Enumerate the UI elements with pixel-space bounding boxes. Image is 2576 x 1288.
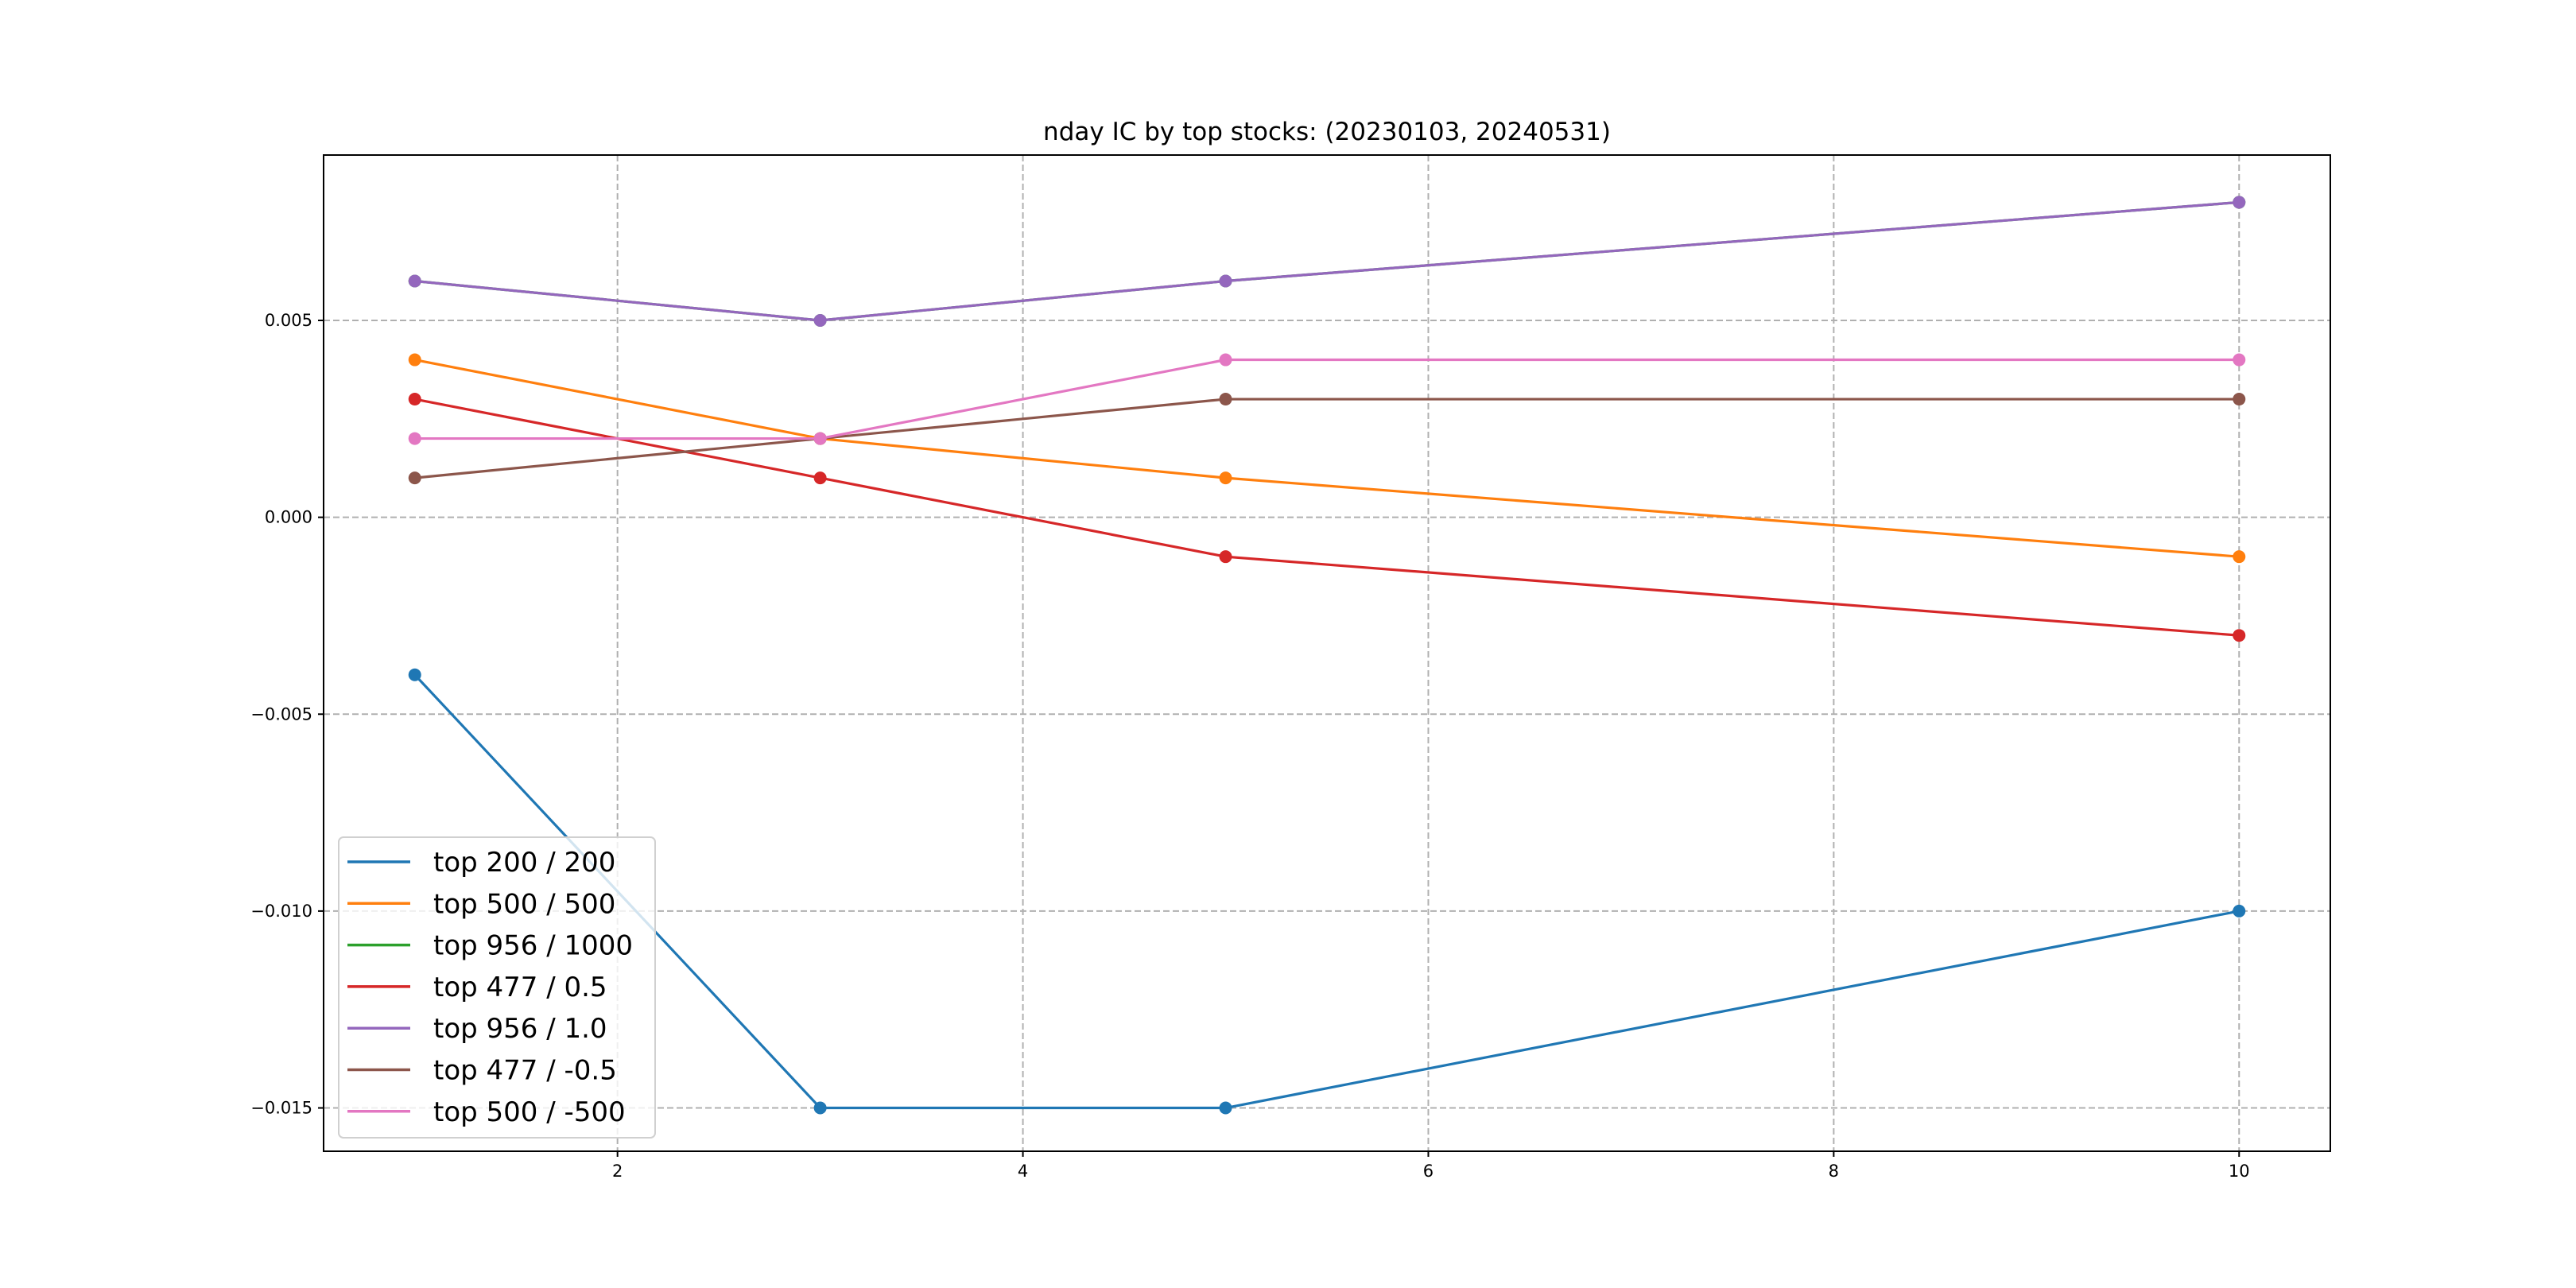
- data-point: [813, 314, 827, 328]
- series-line: [414, 358, 2240, 440]
- data-point: [1219, 274, 1232, 288]
- legend-item: top 500 / -500: [347, 1096, 626, 1128]
- series-2: [408, 353, 2246, 564]
- legend-item: top 956 / 1000: [347, 930, 633, 962]
- data-point: [408, 471, 421, 485]
- legend: top 200 / 200 top 500 / 500 top 956 / 1000…: [338, 836, 656, 1139]
- data-point: [1219, 471, 1232, 485]
- y-tick-label: 0.000: [265, 508, 312, 527]
- data-point: [1219, 393, 1232, 406]
- data-point: [2233, 393, 2246, 406]
- data-point: [408, 393, 421, 406]
- legend-item: top 477 / -0.5: [347, 1055, 617, 1087]
- legend-label: top 500 / -500: [433, 1096, 626, 1128]
- data-point: [2233, 629, 2246, 642]
- x-tick-label: 2: [612, 1162, 623, 1181]
- data-point: [813, 471, 827, 485]
- legend-label: top 956 / 1000: [433, 930, 633, 962]
- series-7: [408, 353, 2246, 445]
- data-point: [2233, 353, 2246, 367]
- data-point: [2233, 904, 2246, 918]
- y-tick-label: −0.005: [250, 704, 312, 724]
- legend-item: top 956 / 1.0: [347, 1013, 607, 1045]
- y-tick-label: −0.010: [250, 902, 312, 921]
- data-point: [408, 668, 421, 681]
- data-point: [1219, 1101, 1232, 1115]
- legend-item: top 477 / 0.5: [347, 972, 607, 1003]
- legend-label: top 500 / 500: [433, 888, 615, 920]
- y-tick-label: 0.005: [265, 311, 312, 330]
- data-point: [2233, 550, 2246, 564]
- grid: [324, 155, 2330, 1151]
- x-tick-label: 6: [1423, 1162, 1433, 1181]
- legend-label: top 200 / 200: [433, 847, 615, 879]
- x-tick-label: 8: [1829, 1162, 1839, 1181]
- legend-label: top 956 / 1.0: [433, 1013, 607, 1045]
- series-line: [414, 200, 2240, 322]
- series-1: [408, 668, 2246, 1115]
- x-tick-label: 4: [1018, 1162, 1028, 1181]
- data-point: [813, 1101, 827, 1115]
- legend-label: top 477 / -0.5: [433, 1055, 617, 1087]
- y-axis: 0.005 0.000 −0.005 −0.010 −0.015: [250, 311, 324, 1118]
- data-point: [2233, 196, 2246, 209]
- x-tick-label: 10: [2229, 1162, 2250, 1181]
- y-tick-label: −0.015: [250, 1099, 312, 1118]
- data-point: [1219, 353, 1232, 367]
- data-point: [408, 432, 421, 445]
- data-point: [1219, 550, 1232, 564]
- legend-box: [338, 836, 656, 1139]
- x-axis: 2 4 6 8 10: [612, 1151, 2250, 1181]
- series-line: [413, 673, 2240, 1110]
- series-5: [408, 196, 2246, 328]
- series-group: [408, 196, 2246, 1115]
- data-point: [408, 353, 421, 367]
- series-line: [414, 358, 2240, 558]
- series-line: [414, 398, 2240, 479]
- series-line: [414, 200, 2240, 322]
- legend-item: top 500 / 500: [347, 888, 615, 920]
- plot-frame: [323, 154, 2331, 1152]
- data-point: [408, 274, 421, 288]
- legend-label: top 477 / 0.5: [433, 972, 607, 1003]
- legend-item: top 200 / 200: [347, 847, 615, 879]
- chart-title: nday IC by top stocks: (20230103, 202405…: [1043, 118, 1611, 146]
- data-point: [813, 432, 827, 445]
